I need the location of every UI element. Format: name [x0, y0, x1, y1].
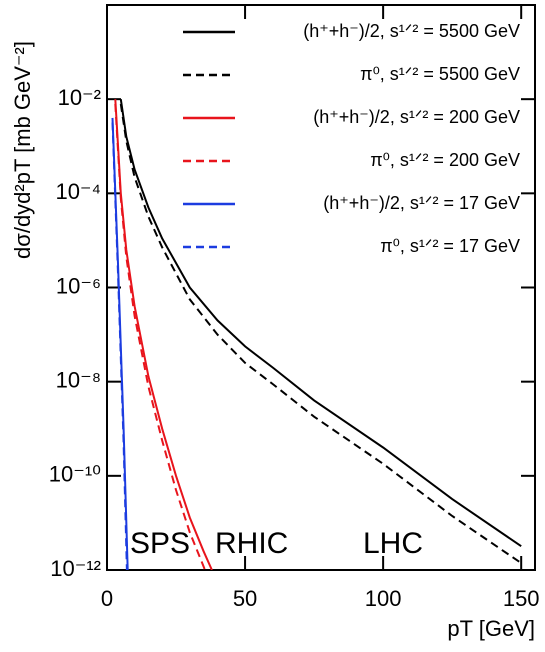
x-tick-label: 150: [503, 586, 540, 611]
y-tick-label: 10⁻¹²: [50, 556, 101, 581]
series-line: [114, 99, 213, 570]
series-line: [111, 122, 128, 570]
annotation: RHIC: [215, 527, 288, 560]
plot-frame: [106, 4, 536, 571]
annotation: SPS: [130, 527, 190, 560]
x-axis-label: pT [GeV]: [447, 616, 535, 641]
x-tick-label: 0: [101, 586, 113, 611]
legend-label: π⁰, s¹ᐟ² = 17 GeV: [380, 236, 520, 256]
y-tick-label: 10⁻⁶: [56, 273, 101, 298]
y-axis-label: dσ/dyd²pT [mb GeV⁻²]: [10, 41, 35, 259]
legend-label: π⁰, s¹ᐟ² = 200 GeV: [370, 150, 520, 170]
series-line: [119, 99, 522, 548]
legend-label: (h⁺+h⁻)/2, s¹ᐟ² = 200 GeV: [313, 107, 520, 127]
x-tick-label: 100: [365, 586, 402, 611]
legend-label: π⁰, s¹ᐟ² = 5500 GeV: [360, 64, 520, 84]
y-tick-label: 10⁻⁸: [56, 367, 101, 392]
annotation: LHC: [363, 527, 423, 560]
series-line: [119, 103, 522, 564]
x-tick-label: 50: [233, 586, 257, 611]
series-line: [114, 103, 206, 570]
legend-label: (h⁺+h⁻)/2, s¹ᐟ² = 17 GeV: [323, 193, 520, 213]
y-tick-label: 10⁻¹⁰: [49, 462, 101, 487]
legend-label: (h⁺+h⁻)/2, s¹ᐟ² = 5500 GeV: [303, 21, 520, 41]
y-tick-label: 10⁻²: [58, 85, 101, 110]
y-tick-label: 10⁻⁴: [55, 179, 101, 204]
